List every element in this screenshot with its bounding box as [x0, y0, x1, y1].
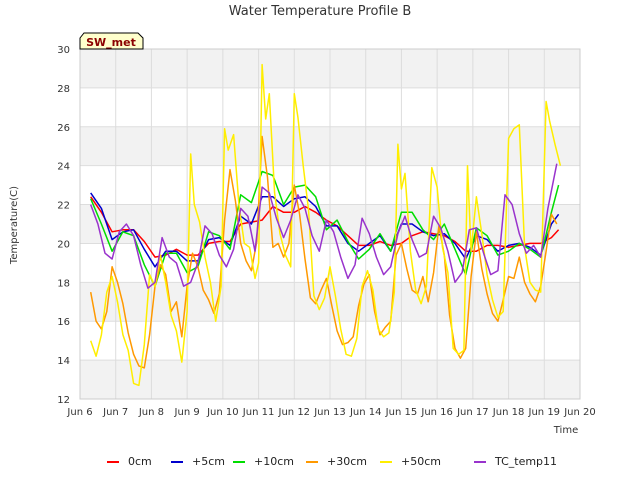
y-tick-label: 28 — [57, 84, 70, 95]
x-tick-label: Jun 8 — [138, 407, 164, 418]
x-axis: Jun 6 Jun 7 Jun 8 Jun 9 Jun 10 Jun 11 Jun 12 Ju… — [66, 407, 595, 418]
badge-label: SW_met — [86, 36, 136, 49]
x-tick-label: Jun 14 — [349, 407, 382, 418]
x-tick-label: Jun 17 — [456, 407, 489, 418]
x-tick-label: Jun 20 — [563, 407, 596, 418]
x-tick-label: Jun 18 — [492, 407, 525, 418]
series-line--50cm — [89, 63, 562, 387]
plot-frame — [79, 48, 581, 400]
y-tick-label: 20 — [57, 239, 70, 250]
y-axis: 12 14 16 18 20 22 24 26 28 30 — [57, 45, 70, 406]
legend-label: +5cm — [192, 455, 225, 468]
x-tick-label: Jun 15 — [385, 407, 418, 418]
series-lines — [89, 63, 562, 387]
series-line-tc-temp11 — [89, 163, 558, 289]
legend-item: +50cm — [380, 455, 441, 468]
x-tick-label: Jun 19 — [528, 407, 561, 418]
badge-shape — [79, 32, 144, 50]
series-line--30cm — [89, 135, 558, 369]
x-tick-label: Jun 16 — [420, 407, 453, 418]
y-tick-label: 22 — [57, 201, 70, 212]
x-tick-label: Jun 12 — [278, 407, 311, 418]
legend-label: +50cm — [401, 455, 441, 468]
series-line--10cm — [90, 170, 560, 287]
y-tick-label: 16 — [57, 317, 70, 328]
legend: 0cm +5cm +10cm +30cm +50cm TC_temp11 — [107, 455, 557, 468]
chart-title: Water Temperature Profile B — [229, 4, 412, 19]
legend-label: +10cm — [254, 455, 294, 468]
x-tick-label: Jun 11 — [242, 407, 275, 418]
legend-item: TC_temp11 — [474, 455, 557, 468]
y-tick-label: 14 — [57, 356, 70, 367]
x-tick-label: Jun 9 — [174, 407, 200, 418]
x-tick-label: Jun 13 — [313, 407, 346, 418]
legend-item: +5cm — [171, 455, 225, 468]
legend-item: 0cm — [107, 455, 152, 468]
x-tick-label: Jun 10 — [206, 407, 239, 418]
station-badge: SW_met — [79, 32, 144, 50]
legend-label: +30cm — [327, 455, 367, 468]
y-axis-label: Temperature(C) — [9, 186, 20, 265]
legend-item: +10cm — [233, 455, 294, 468]
legend-item: +30cm — [306, 455, 367, 468]
series-line--5cm — [90, 192, 560, 268]
y-tick-label: 18 — [57, 278, 70, 289]
y-tick-label: 26 — [57, 123, 70, 134]
legend-label: 0cm — [128, 455, 152, 468]
x-tick-label: Jun 6 — [66, 407, 92, 418]
legend-label: TC_temp11 — [494, 455, 557, 468]
y-tick-label: 24 — [57, 162, 70, 173]
y-tick-label: 30 — [57, 45, 70, 56]
x-axis-label: Time — [553, 425, 578, 436]
x-tick-label: Jun 7 — [102, 407, 128, 418]
y-tick-label: 12 — [57, 395, 70, 406]
